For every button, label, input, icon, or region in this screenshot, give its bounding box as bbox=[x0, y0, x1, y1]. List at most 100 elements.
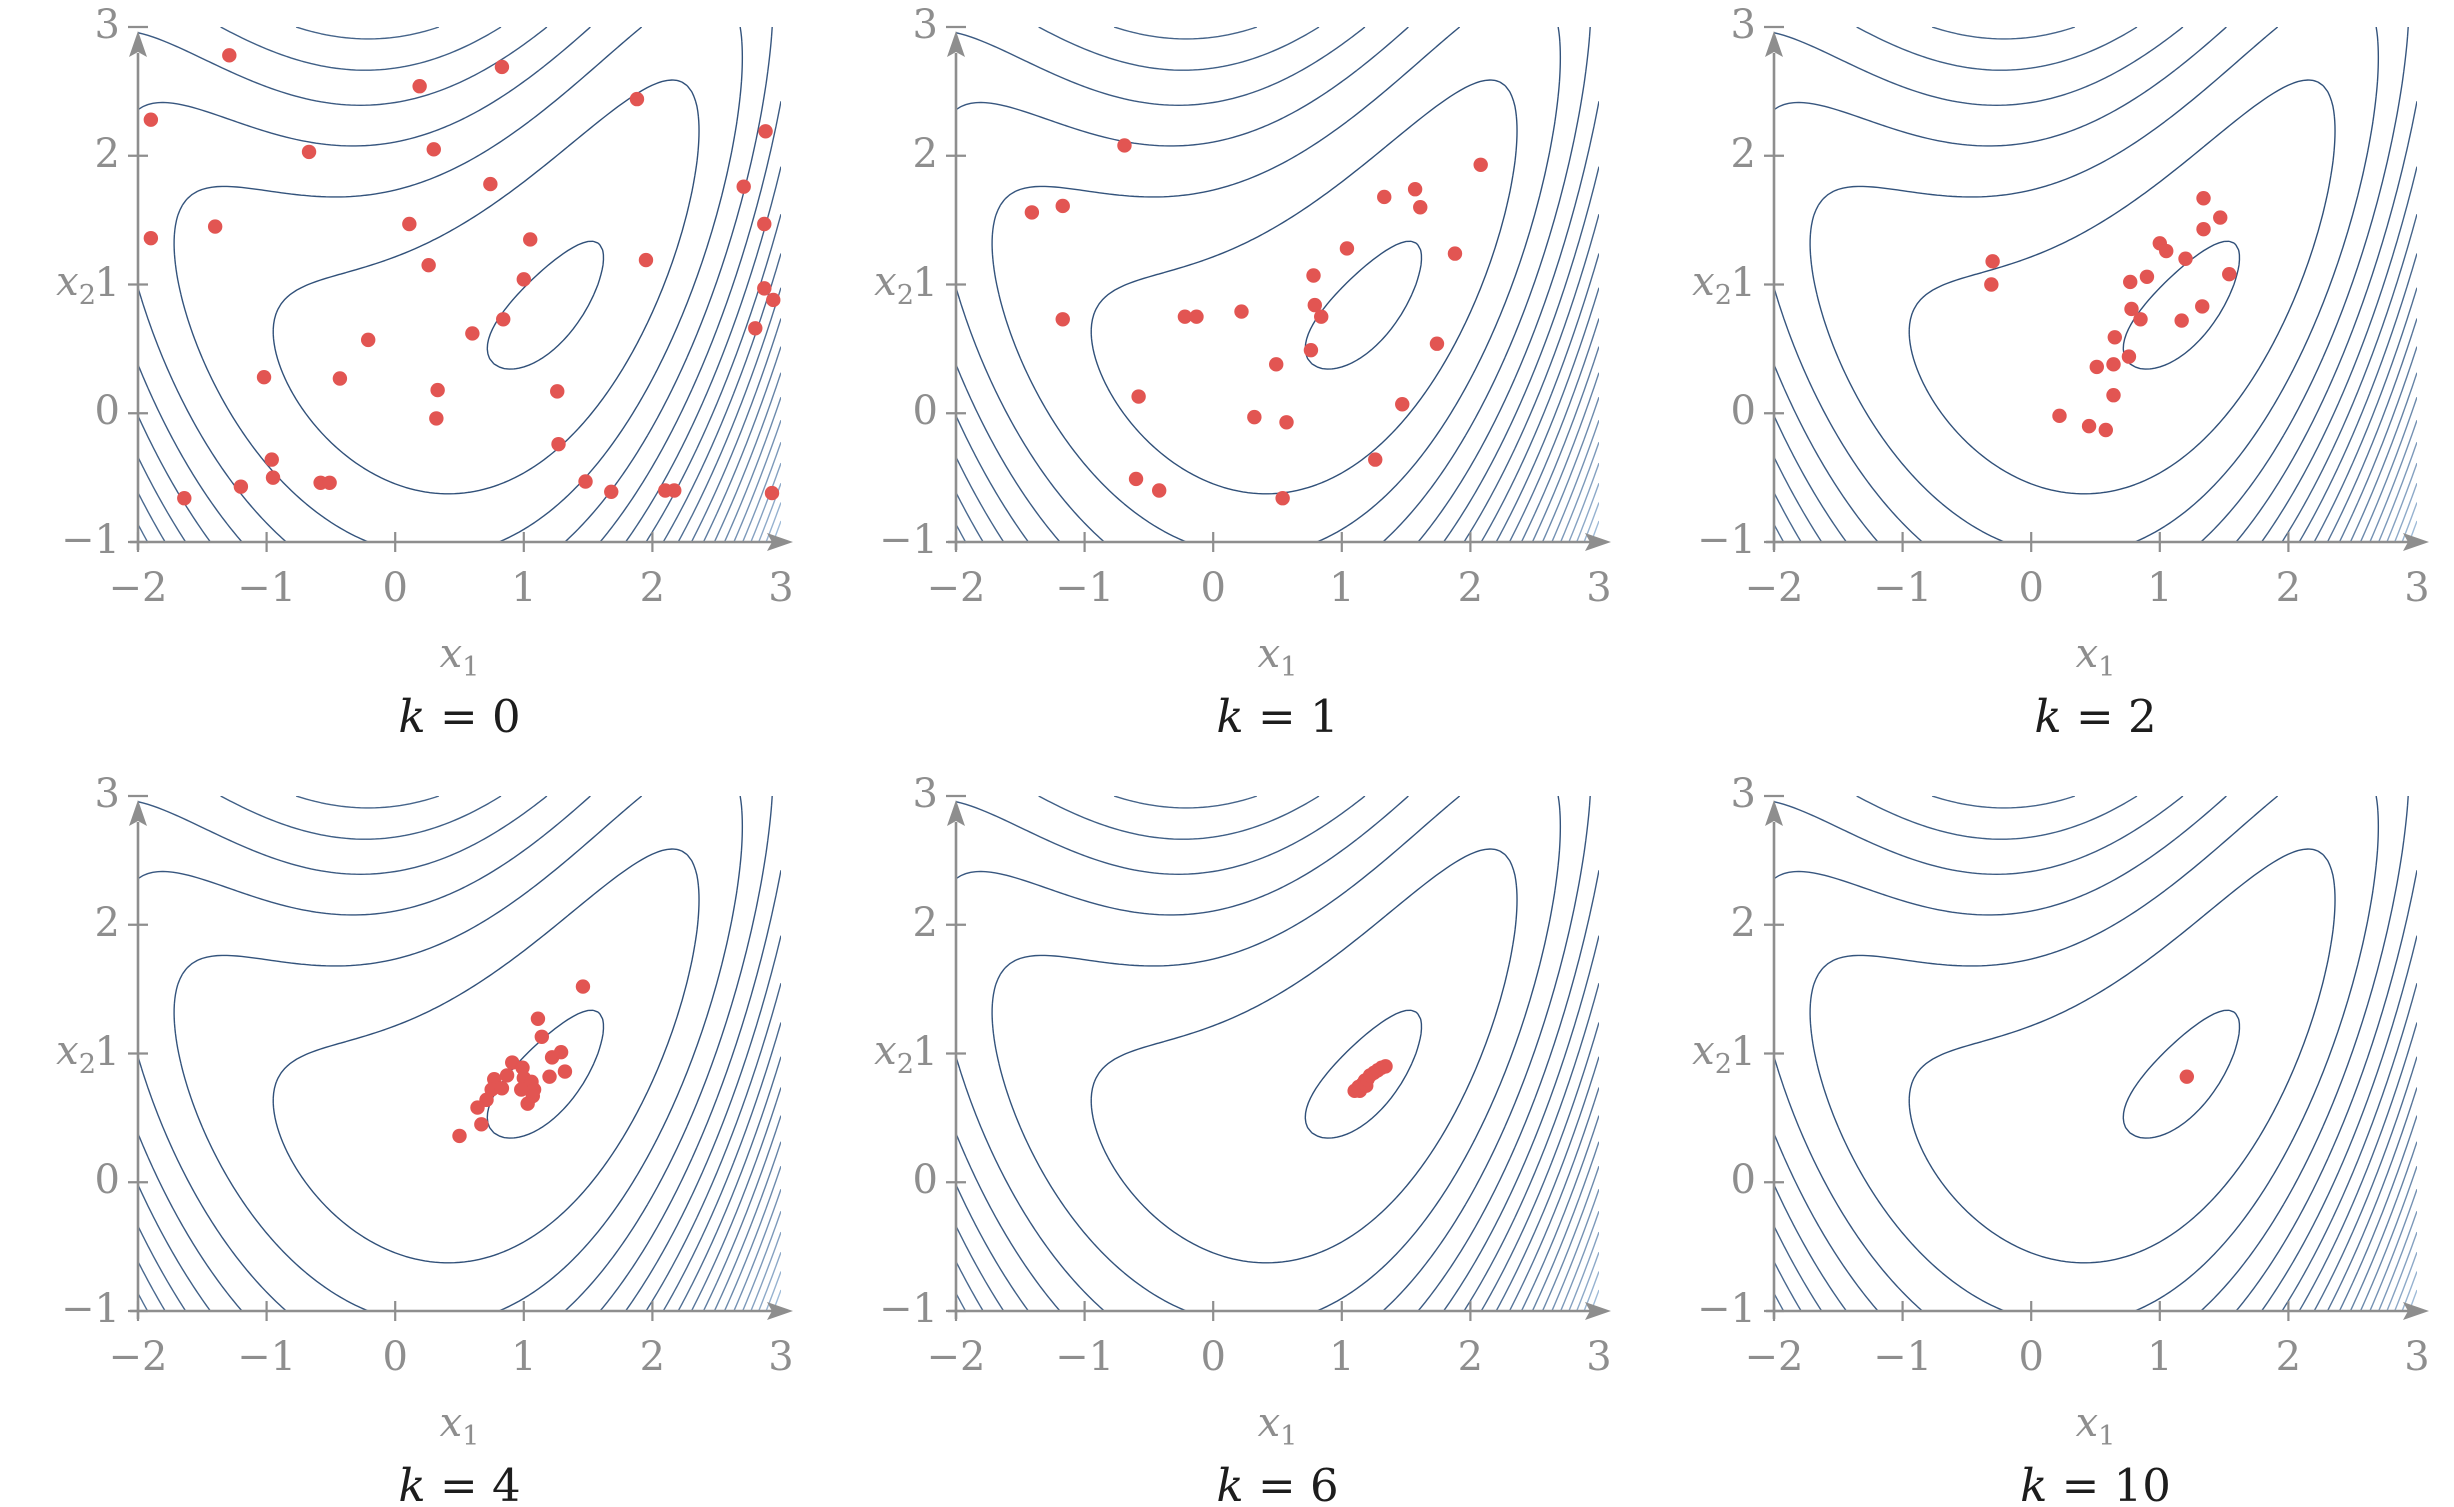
x-tick-label: 2 bbox=[2275, 565, 2302, 611]
y-tick-label: 1 bbox=[1730, 259, 1756, 306]
x-tick-label: −1 bbox=[237, 565, 297, 611]
panel-title-variable: k bbox=[2020, 1459, 2048, 1507]
y-tick-label: 0 bbox=[912, 388, 938, 435]
y-axis-label: x2 bbox=[846, 1029, 914, 1087]
x-tick-label: 2 bbox=[2275, 1334, 2302, 1380]
x-tick-label: −2 bbox=[1744, 565, 1804, 611]
x-tick-label: 1 bbox=[2147, 1334, 2173, 1380]
y-tick-label: 1 bbox=[94, 259, 120, 306]
y-axis-label-sub: 2 bbox=[896, 279, 914, 311]
panel-title-value: = 10 bbox=[2047, 1459, 2171, 1507]
y-tick-label: 2 bbox=[912, 899, 938, 946]
x-tick-label: 1 bbox=[511, 1334, 537, 1380]
x-tick-label: 2 bbox=[1457, 1334, 1484, 1380]
y-axis-label-base: x bbox=[874, 1027, 897, 1074]
x-tick-label: 1 bbox=[1329, 565, 1355, 611]
contour-plot-canvas bbox=[0, 769, 818, 1507]
x-tick-label: −2 bbox=[926, 565, 986, 611]
panel-title-variable: k bbox=[1216, 1459, 1244, 1507]
x-tick-label: 3 bbox=[1586, 1334, 1612, 1380]
y-axis-label: x2 bbox=[28, 260, 96, 318]
x-tick-label: 3 bbox=[1586, 565, 1612, 611]
contour-plot-canvas bbox=[1636, 0, 2454, 738]
x-tick-label: −1 bbox=[1873, 1334, 1933, 1380]
x-tick-label: −2 bbox=[1744, 1334, 1804, 1380]
y-axis-label-base: x bbox=[56, 1027, 79, 1074]
contour-plot-canvas bbox=[818, 769, 1636, 1507]
y-tick-label: 2 bbox=[912, 130, 938, 177]
y-tick-label: 1 bbox=[912, 1028, 938, 1075]
x-tick-label: −2 bbox=[108, 565, 168, 611]
panel-title-value: = 4 bbox=[425, 1459, 521, 1507]
y-tick-label: −1 bbox=[1697, 1286, 1756, 1332]
y-tick-label: 0 bbox=[94, 1157, 120, 1204]
y-tick-label: 3 bbox=[1730, 2, 1756, 48]
x-axis-label-sub: 1 bbox=[1280, 652, 1298, 683]
x-tick-label: −2 bbox=[926, 1334, 986, 1380]
x-axis-label-sub: 1 bbox=[462, 1421, 480, 1452]
y-tick-label: 3 bbox=[1730, 771, 1756, 817]
panel-title-value: = 1 bbox=[1243, 690, 1339, 743]
y-tick-label: 2 bbox=[94, 899, 120, 946]
y-tick-label: 0 bbox=[1730, 1157, 1756, 1204]
x-tick-label: −1 bbox=[1055, 1334, 1115, 1380]
y-tick-label: 1 bbox=[912, 259, 938, 306]
panel-title: k = 2 bbox=[1774, 692, 2417, 742]
panel-title-value: = 6 bbox=[1243, 1459, 1339, 1507]
contour-plot-canvas bbox=[1636, 769, 2454, 1507]
x-tick-label: −1 bbox=[1055, 565, 1115, 611]
x-tick-label: 0 bbox=[382, 1334, 408, 1380]
x-tick-label: 3 bbox=[768, 565, 794, 611]
x-axis-label-sub: 1 bbox=[462, 652, 480, 683]
x-tick-label: 0 bbox=[1200, 1334, 1226, 1380]
panel-title: k = 6 bbox=[956, 1461, 1599, 1507]
y-tick-label: 2 bbox=[1730, 130, 1756, 177]
y-tick-label: −1 bbox=[879, 1286, 938, 1332]
y-axis-label: x2 bbox=[846, 260, 914, 318]
x-axis-label: x1 bbox=[138, 632, 781, 690]
y-axis-label-sub: 2 bbox=[78, 279, 96, 311]
panel-title-variable: k bbox=[398, 1459, 426, 1507]
y-tick-label: 0 bbox=[912, 1157, 938, 1204]
x-tick-label: 1 bbox=[511, 565, 537, 611]
panel-title-variable: k bbox=[398, 690, 426, 743]
y-tick-label: −1 bbox=[61, 517, 120, 563]
contour-panel: x2 x1 k = 4 −2 −1 0 1 2 3 3 2 1 0 −1 bbox=[0, 769, 818, 1507]
x-axis-label-sub: 1 bbox=[2098, 652, 2116, 683]
contour-panel: x2 x1 k = 2 −2 −1 0 1 2 3 3 2 1 0 −1 bbox=[1636, 0, 2454, 769]
x-tick-label: 0 bbox=[2018, 1334, 2044, 1380]
y-tick-label: 0 bbox=[1730, 388, 1756, 435]
panel-title-value: = 0 bbox=[425, 690, 521, 743]
y-tick-label: 3 bbox=[912, 2, 938, 48]
x-tick-label: 0 bbox=[1200, 565, 1226, 611]
contour-panel: x2 x1 k = 6 −2 −1 0 1 2 3 3 2 1 0 −1 bbox=[818, 769, 1636, 1507]
y-tick-label: 3 bbox=[94, 771, 120, 817]
y-axis-label-base: x bbox=[1692, 258, 1715, 305]
panel-title: k = 4 bbox=[138, 1461, 781, 1507]
x-axis-label: x1 bbox=[138, 1401, 781, 1459]
y-axis-label-sub: 2 bbox=[78, 1048, 96, 1080]
y-tick-label: −1 bbox=[879, 517, 938, 563]
x-axis-label-sub: 1 bbox=[1280, 1421, 1298, 1452]
x-tick-label: 2 bbox=[1457, 565, 1484, 611]
contour-panel: x2 x1 k = 10 −2 −1 0 1 2 3 3 2 1 0 −1 bbox=[1636, 769, 2454, 1507]
y-axis-label-sub: 2 bbox=[1714, 279, 1732, 311]
x-axis-label: x1 bbox=[956, 632, 1599, 690]
y-axis-label-base: x bbox=[56, 258, 79, 305]
y-axis-label: x2 bbox=[1664, 1029, 1732, 1087]
y-axis-label: x2 bbox=[1664, 260, 1732, 318]
y-tick-label: −1 bbox=[61, 1286, 120, 1332]
x-axis-label: x1 bbox=[1774, 1401, 2417, 1459]
panel-title-variable: k bbox=[2034, 690, 2062, 743]
y-axis-label-sub: 2 bbox=[1714, 1048, 1732, 1080]
x-tick-label: 2 bbox=[639, 1334, 666, 1380]
panel-title-value: = 2 bbox=[2061, 690, 2157, 743]
x-tick-label: 1 bbox=[1329, 1334, 1355, 1380]
contour-panel: x2 x1 k = 0 −2 −1 0 1 2 3 3 2 1 0 −1 bbox=[0, 0, 818, 769]
contour-plot-canvas bbox=[818, 0, 1636, 738]
x-axis-label-base: x bbox=[1257, 1400, 1281, 1446]
x-axis-label-base: x bbox=[2075, 631, 2099, 677]
x-axis-label: x1 bbox=[1774, 632, 2417, 690]
y-tick-label: 2 bbox=[94, 130, 120, 177]
